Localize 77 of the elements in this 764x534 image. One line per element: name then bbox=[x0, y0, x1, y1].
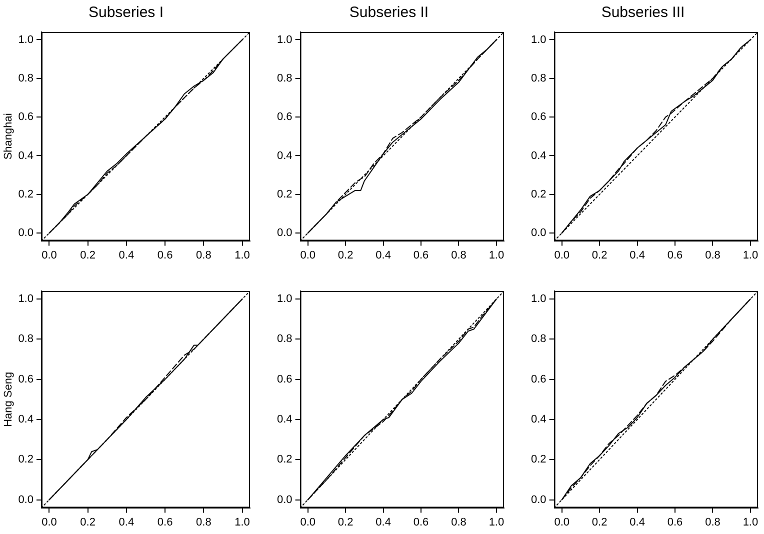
x-tick-label: 0.2 bbox=[80, 249, 96, 262]
x-tick-label: 0.8 bbox=[705, 516, 720, 528]
y-tick-label: 0.2 bbox=[276, 454, 292, 466]
y-tick-label: 0.4 bbox=[276, 150, 292, 162]
y-tick-label: 0.8 bbox=[276, 333, 292, 346]
x-tick-label: 0.6 bbox=[157, 516, 173, 528]
y-tick-label: 0.2 bbox=[530, 454, 546, 466]
x-tick-label: 0.8 bbox=[196, 516, 212, 528]
x-tick-label: 0.4 bbox=[376, 249, 391, 262]
x-tick-label: 0.2 bbox=[338, 249, 354, 262]
y-tick-label: 1.0 bbox=[276, 34, 292, 46]
x-tick-label: 0.8 bbox=[196, 249, 212, 262]
y-tick-label: 0.6 bbox=[276, 373, 292, 386]
y-tick-label: 0.6 bbox=[18, 373, 34, 386]
x-tick-label: 0.4 bbox=[118, 249, 134, 262]
x-tick-label: 0.8 bbox=[451, 516, 466, 528]
chart-title: Subseries III bbox=[601, 4, 685, 22]
x-tick-label: 0.0 bbox=[300, 516, 316, 528]
x-tick-label: 0.2 bbox=[592, 516, 608, 528]
y-tick-label: 0.0 bbox=[530, 227, 546, 240]
x-tick-label: 1.0 bbox=[742, 516, 758, 528]
x-tick-label: 1.0 bbox=[488, 249, 504, 262]
x-tick-label: 1.0 bbox=[234, 249, 250, 262]
x-tick-label: 0.6 bbox=[667, 249, 683, 262]
x-tick-label: 1.0 bbox=[488, 516, 504, 528]
x-tick-label: 0.8 bbox=[451, 249, 466, 262]
x-tick-label: 1.0 bbox=[234, 516, 250, 528]
x-tick-label: 0.2 bbox=[80, 516, 96, 528]
y-tick-label: 1.0 bbox=[530, 293, 546, 306]
y-tick-label: 1.0 bbox=[18, 34, 34, 46]
chart-title: Subseries I bbox=[88, 4, 164, 22]
y-tick-label: 0.6 bbox=[530, 373, 546, 386]
y-axis-title: Shanghai bbox=[2, 113, 15, 160]
y-tick-label: 0.6 bbox=[276, 111, 292, 124]
y-tick-label: 0.8 bbox=[530, 72, 546, 84]
y-tick-label: 0.2 bbox=[18, 188, 34, 200]
x-tick-label: 0.0 bbox=[554, 516, 570, 528]
y-tick-label: 0.8 bbox=[530, 333, 546, 346]
y-tick-label: 0.0 bbox=[530, 494, 546, 506]
y-tick-label: 0.2 bbox=[18, 454, 34, 466]
x-tick-label: 0.6 bbox=[667, 516, 683, 528]
y-tick-label: 0.6 bbox=[18, 111, 34, 124]
y-tick-label: 0.8 bbox=[18, 72, 34, 84]
x-tick-label: 0.4 bbox=[376, 516, 391, 528]
x-tick-label: 0.4 bbox=[630, 249, 645, 262]
chart-title: Subseries II bbox=[349, 4, 429, 22]
x-tick-label: 0.6 bbox=[413, 249, 429, 262]
x-tick-label: 0.6 bbox=[413, 516, 429, 528]
x-tick-label: 0.0 bbox=[300, 249, 316, 262]
y-tick-label: 0.4 bbox=[276, 414, 292, 426]
x-tick-label: 0.0 bbox=[554, 249, 570, 262]
x-tick-label: 0.6 bbox=[157, 249, 173, 262]
y-tick-label: 0.8 bbox=[276, 72, 292, 84]
y-tick-label: 0.4 bbox=[530, 150, 546, 162]
x-tick-label: 0.4 bbox=[118, 516, 134, 528]
y-tick-label: 0.0 bbox=[276, 227, 292, 240]
y-tick-label: 0.2 bbox=[530, 188, 546, 200]
x-tick-label: 0.2 bbox=[592, 249, 608, 262]
y-tick-label: 1.0 bbox=[18, 293, 34, 306]
y-tick-label: 1.0 bbox=[530, 34, 546, 46]
x-tick-label: 0.2 bbox=[338, 516, 354, 528]
y-tick-label: 1.0 bbox=[276, 293, 292, 306]
y-tick-label: 0.0 bbox=[276, 494, 292, 506]
y-tick-label: 0.0 bbox=[18, 227, 34, 240]
y-tick-label: 0.4 bbox=[18, 414, 34, 426]
y-tick-label: 0.4 bbox=[18, 150, 34, 162]
y-tick-label: 0.0 bbox=[18, 494, 34, 506]
y-tick-label: 0.6 bbox=[530, 111, 546, 124]
x-tick-label: 0.8 bbox=[705, 249, 720, 262]
x-tick-label: 0.0 bbox=[42, 516, 57, 528]
x-tick-label: 1.0 bbox=[742, 249, 758, 262]
y-tick-label: 0.8 bbox=[18, 333, 34, 346]
x-tick-label: 0.0 bbox=[42, 249, 57, 262]
y-tick-label: 0.4 bbox=[530, 414, 546, 426]
y-axis-title: Hang Seng bbox=[2, 372, 15, 427]
y-tick-label: 0.2 bbox=[276, 188, 292, 200]
x-tick-label: 0.4 bbox=[630, 516, 645, 528]
